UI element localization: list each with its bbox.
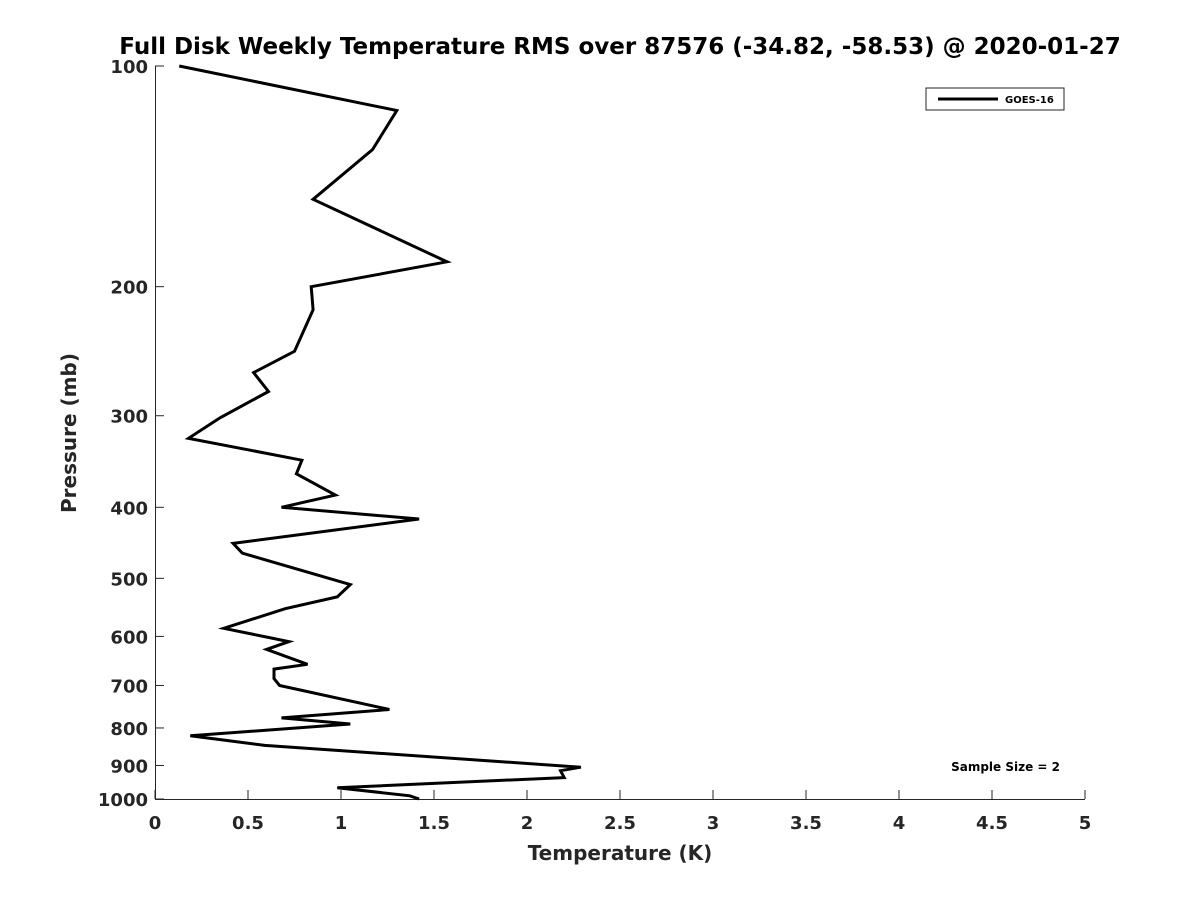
legend-label: GOES-16	[1005, 95, 1054, 106]
y-tick-label: 900	[110, 756, 148, 777]
y-ticks: 100 200 300 400 500 600 700 800 900 1000	[98, 57, 164, 811]
y-tick-label: 800	[110, 719, 148, 740]
x-tick-label: 0.5	[232, 813, 264, 834]
x-tick-label: 4.5	[976, 813, 1008, 834]
x-tick-label: 2	[521, 813, 534, 834]
x-tick-label: 0	[149, 813, 162, 834]
y-tick-label: 400	[110, 498, 148, 519]
sample-size-annotation: Sample Size = 2	[951, 760, 1060, 774]
x-tick-label: 1.5	[418, 813, 450, 834]
series-line-goes-16	[178, 64, 582, 801]
x-tick-label: 2.5	[604, 813, 636, 834]
y-tick-label: 200	[110, 278, 148, 299]
y-tick-label: 100	[110, 57, 148, 78]
y-tick-label: 1000	[98, 790, 148, 811]
series-layer	[178, 64, 582, 801]
x-tick-label: 3	[707, 813, 720, 834]
x-tick-label: 5	[1079, 813, 1092, 834]
y-tick-label: 700	[110, 676, 148, 697]
x-axis-label: Temperature (K)	[528, 841, 713, 865]
chart-title: Full Disk Weekly Temperature RMS over 87…	[119, 34, 1121, 60]
x-tick-label: 4	[893, 813, 906, 834]
y-tick-label: 300	[110, 407, 148, 428]
y-tick-label: 500	[110, 569, 148, 590]
legend: GOES-16	[925, 87, 1065, 111]
x-ticks: 0 0.5 1 1.5 2 2.5 3 3.5 4 4.5 5	[149, 790, 1092, 834]
y-tick-label: 600	[110, 627, 148, 648]
plot-axes	[155, 66, 1085, 800]
x-tick-label: 1	[335, 813, 348, 834]
y-axis-label: Pressure (mb)	[57, 353, 81, 513]
x-tick-label: 3.5	[790, 813, 822, 834]
